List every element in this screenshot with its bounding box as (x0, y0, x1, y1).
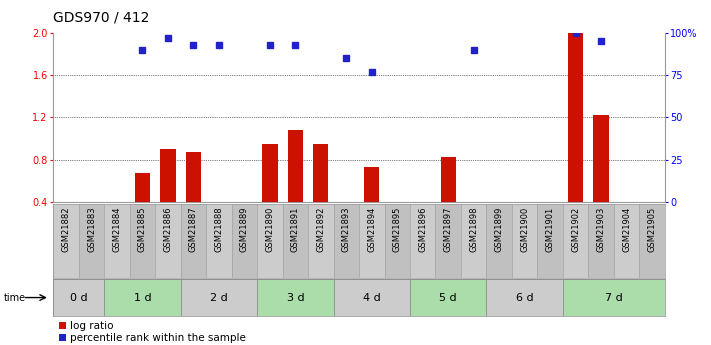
Bar (461, 204, 486, 278)
Text: GSM21904: GSM21904 (622, 207, 631, 252)
Bar (161, 149, 176, 202)
Bar (308, 204, 333, 278)
Bar (79, 204, 105, 278)
Text: GSM21893: GSM21893 (342, 207, 351, 252)
Text: GSM21889: GSM21889 (240, 207, 249, 252)
Text: GSM21885: GSM21885 (138, 207, 147, 252)
Bar (53, 204, 79, 278)
Text: GSM21894: GSM21894 (368, 207, 376, 252)
Bar (486, 279, 563, 316)
Text: 4 d: 4 d (363, 293, 380, 303)
Legend: log ratio, percentile rank within the sample: log ratio, percentile rank within the sa… (58, 321, 246, 343)
Bar (568, 33, 583, 202)
Text: GSM21883: GSM21883 (87, 207, 96, 252)
Text: 7 d: 7 d (605, 293, 623, 303)
Bar (385, 204, 410, 278)
Bar (594, 115, 609, 202)
Text: 5 d: 5 d (439, 293, 457, 303)
Bar (486, 204, 512, 278)
Text: GSM21901: GSM21901 (545, 207, 555, 252)
Bar (538, 204, 563, 278)
Text: GDS970 / 412: GDS970 / 412 (53, 10, 150, 24)
Text: 0 d: 0 d (70, 293, 87, 303)
Text: 2 d: 2 d (210, 293, 228, 303)
Bar (283, 204, 308, 278)
Bar (105, 204, 129, 278)
Bar (257, 204, 283, 278)
Bar (589, 204, 614, 278)
Bar (333, 204, 359, 278)
Text: 3 d: 3 d (287, 293, 304, 303)
Bar (129, 204, 155, 278)
Text: GSM21886: GSM21886 (164, 207, 173, 252)
Text: GSM21900: GSM21900 (520, 207, 529, 252)
Bar (186, 152, 201, 202)
Text: 6 d: 6 d (516, 293, 533, 303)
Text: GSM21903: GSM21903 (597, 207, 606, 252)
Bar (181, 279, 257, 316)
Bar (333, 279, 410, 316)
Bar (53, 279, 105, 316)
Text: GSM21888: GSM21888 (215, 207, 223, 252)
Bar (206, 204, 232, 278)
Text: GSM21899: GSM21899 (495, 207, 503, 252)
Bar (257, 279, 333, 316)
Bar (441, 157, 456, 202)
Bar (288, 130, 303, 202)
Bar (313, 144, 328, 202)
Text: GSM21895: GSM21895 (392, 207, 402, 252)
Bar (410, 279, 486, 316)
Text: 1 d: 1 d (134, 293, 151, 303)
Text: GSM21890: GSM21890 (265, 207, 274, 252)
Bar (155, 204, 181, 278)
Bar (105, 279, 181, 316)
Bar (359, 204, 385, 278)
Bar (410, 204, 435, 278)
Bar (563, 204, 589, 278)
Bar (364, 167, 380, 202)
Bar (435, 204, 461, 278)
Bar (614, 204, 639, 278)
Bar (181, 204, 206, 278)
Text: GSM21892: GSM21892 (316, 207, 326, 252)
Bar (639, 204, 665, 278)
Bar (135, 173, 150, 202)
Text: time: time (4, 293, 26, 303)
Text: GSM21905: GSM21905 (648, 207, 656, 252)
Text: GSM21902: GSM21902 (571, 207, 580, 252)
Bar (563, 279, 665, 316)
Text: GSM21898: GSM21898 (469, 207, 479, 252)
Bar (512, 204, 538, 278)
Text: GSM21897: GSM21897 (444, 207, 453, 252)
Text: GSM21882: GSM21882 (62, 207, 70, 252)
Text: GSM21884: GSM21884 (112, 207, 122, 252)
Text: GSM21887: GSM21887 (189, 207, 198, 252)
Bar (262, 144, 277, 202)
Text: GSM21896: GSM21896 (418, 207, 427, 252)
Text: GSM21891: GSM21891 (291, 207, 300, 252)
Bar (232, 204, 257, 278)
